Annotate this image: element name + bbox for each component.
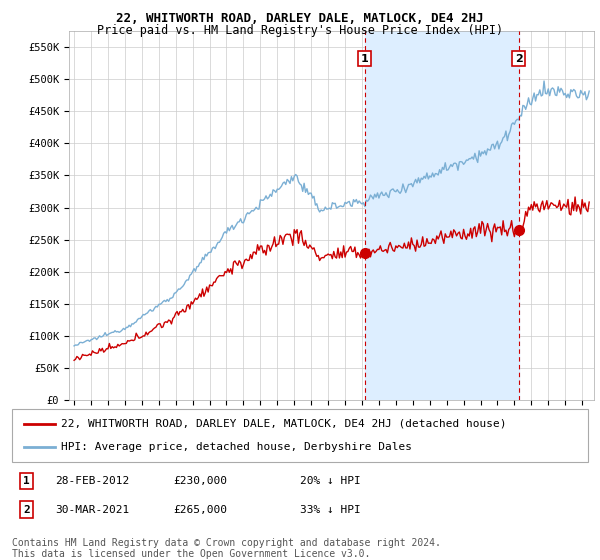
Bar: [365, 31, 518, 400]
Text: 1: 1: [23, 476, 30, 486]
Text: Contains HM Land Registry data © Crown copyright and database right 2024.
This d: Contains HM Land Registry data © Crown c…: [12, 538, 441, 559]
Text: 20% ↓ HPI: 20% ↓ HPI: [300, 476, 361, 486]
Text: £230,000: £230,000: [173, 476, 227, 486]
Text: 22, WHITWORTH ROAD, DARLEY DALE, MATLOCK, DE4 2HJ: 22, WHITWORTH ROAD, DARLEY DALE, MATLOCK…: [116, 12, 484, 25]
Text: 2: 2: [515, 54, 523, 63]
Text: 1: 1: [361, 54, 368, 63]
Text: HPI: Average price, detached house, Derbyshire Dales: HPI: Average price, detached house, Derb…: [61, 442, 412, 452]
FancyBboxPatch shape: [12, 409, 588, 462]
Text: 28-FEB-2012: 28-FEB-2012: [55, 476, 130, 486]
Text: 2: 2: [23, 505, 30, 515]
Text: Price paid vs. HM Land Registry's House Price Index (HPI): Price paid vs. HM Land Registry's House …: [97, 24, 503, 37]
Text: 33% ↓ HPI: 33% ↓ HPI: [300, 505, 361, 515]
Text: 22, WHITWORTH ROAD, DARLEY DALE, MATLOCK, DE4 2HJ (detached house): 22, WHITWORTH ROAD, DARLEY DALE, MATLOCK…: [61, 419, 506, 429]
Text: 30-MAR-2021: 30-MAR-2021: [55, 505, 130, 515]
Text: £265,000: £265,000: [173, 505, 227, 515]
